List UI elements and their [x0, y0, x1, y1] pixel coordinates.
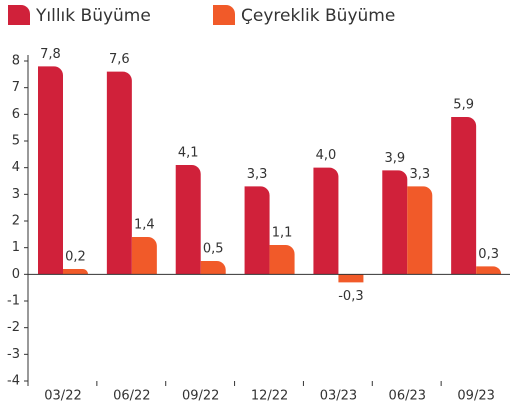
y-tick-label: 8: [12, 54, 20, 69]
bar: [407, 186, 433, 275]
y-tick-label: -4: [7, 374, 20, 389]
bar: [338, 274, 364, 283]
data-label: 3,9: [384, 151, 405, 166]
data-label: 0,3: [478, 247, 499, 262]
data-label: 7,8: [40, 47, 61, 62]
y-tick-label: 1: [12, 240, 20, 255]
y-tick-label: 7: [12, 80, 20, 95]
bar: [175, 165, 201, 275]
bar: [131, 237, 157, 275]
x-tick-label: 06/22: [113, 389, 150, 404]
data-label: 0,2: [65, 250, 86, 265]
data-label: 5,9: [453, 98, 474, 113]
y-tick-label: -2: [7, 320, 20, 335]
x-tick-label: 03/22: [44, 389, 81, 404]
bar: [63, 269, 88, 275]
data-label: 1,1: [272, 226, 293, 241]
bar: [382, 170, 408, 275]
legend-label: Yıllık Büyüme: [35, 6, 151, 26]
x-tick-label: 06/23: [389, 389, 426, 404]
bar: [476, 266, 502, 275]
y-tick-label: 2: [12, 214, 20, 229]
legend-swatch: [8, 5, 30, 25]
bar: [244, 186, 270, 275]
bar: [106, 71, 132, 275]
data-label: 1,4: [134, 218, 155, 233]
bar: [269, 245, 295, 275]
data-label: 4,1: [178, 146, 199, 161]
data-label: 3,3: [247, 167, 268, 182]
bar: [451, 117, 477, 275]
y-tick-label: -3: [7, 347, 20, 362]
data-label: 7,6: [109, 52, 130, 67]
x-tick-label: 12/22: [251, 389, 288, 404]
data-label: -0,3: [338, 289, 363, 304]
data-label: 0,5: [203, 242, 224, 257]
y-tick-label: 0: [12, 267, 20, 282]
x-tick-label: 03/23: [320, 389, 357, 404]
y-tick-label: 3: [12, 187, 20, 202]
data-label: 3,3: [409, 167, 430, 182]
data-label: 4,0: [316, 148, 337, 163]
y-tick-label: 6: [12, 107, 20, 122]
bar: [38, 66, 63, 275]
x-tick-label: 09/23: [457, 389, 494, 404]
bar: [313, 167, 339, 275]
y-tick-label: 5: [12, 134, 20, 149]
x-tick-label: 09/22: [182, 389, 219, 404]
bar: [200, 261, 226, 275]
y-tick-label: -1: [7, 294, 20, 309]
legend-swatch: [213, 5, 235, 25]
legend-label: Çeyreklik Büyüme: [241, 6, 395, 26]
y-tick-label: 4: [12, 160, 20, 175]
